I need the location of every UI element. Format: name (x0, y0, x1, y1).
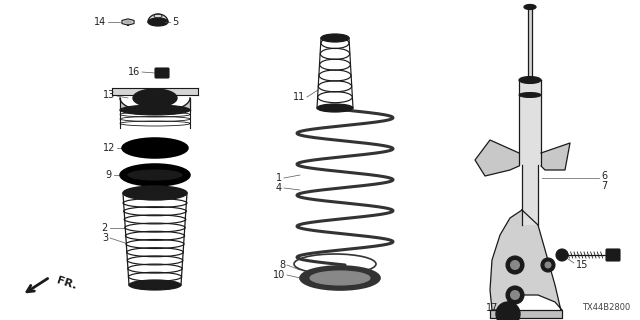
Text: 10: 10 (273, 270, 285, 280)
Circle shape (510, 260, 520, 270)
Ellipse shape (321, 34, 349, 42)
Ellipse shape (524, 4, 536, 10)
Circle shape (496, 302, 520, 320)
Polygon shape (541, 143, 570, 170)
Polygon shape (475, 140, 519, 176)
Polygon shape (148, 14, 168, 22)
Text: 14: 14 (93, 17, 106, 27)
Ellipse shape (128, 170, 182, 180)
Text: TX44B2800: TX44B2800 (582, 303, 630, 312)
Ellipse shape (317, 104, 353, 112)
FancyBboxPatch shape (155, 68, 169, 78)
Text: 1: 1 (276, 173, 282, 183)
Polygon shape (528, 5, 532, 80)
Ellipse shape (300, 266, 380, 290)
Text: 11: 11 (292, 92, 305, 102)
Polygon shape (124, 20, 132, 24)
Text: 7: 7 (601, 181, 607, 191)
Circle shape (541, 258, 555, 272)
Text: 5: 5 (172, 17, 179, 27)
Text: 9: 9 (106, 170, 112, 180)
Ellipse shape (129, 280, 181, 290)
Ellipse shape (148, 18, 168, 26)
Text: 6: 6 (601, 171, 607, 181)
Text: 15: 15 (576, 260, 588, 270)
Text: 13: 13 (103, 90, 115, 100)
Polygon shape (522, 165, 538, 225)
Polygon shape (490, 310, 562, 318)
Ellipse shape (123, 186, 187, 200)
Circle shape (506, 256, 524, 274)
Circle shape (556, 249, 568, 261)
Circle shape (502, 308, 514, 320)
Circle shape (545, 261, 552, 268)
Polygon shape (519, 80, 541, 165)
Ellipse shape (122, 138, 188, 158)
Circle shape (506, 286, 524, 304)
Polygon shape (120, 98, 190, 112)
Polygon shape (122, 19, 134, 25)
Text: FR.: FR. (55, 275, 77, 291)
Ellipse shape (120, 164, 190, 186)
Ellipse shape (143, 93, 167, 103)
FancyBboxPatch shape (606, 249, 620, 261)
Text: 3: 3 (102, 233, 108, 243)
Polygon shape (490, 210, 562, 315)
Text: 17: 17 (486, 303, 498, 313)
Text: 12: 12 (102, 143, 115, 153)
Text: 2: 2 (102, 223, 108, 233)
Ellipse shape (120, 105, 190, 115)
Ellipse shape (519, 76, 541, 84)
Ellipse shape (310, 271, 370, 285)
Text: 16: 16 (128, 67, 140, 77)
Circle shape (559, 252, 565, 258)
Ellipse shape (133, 89, 177, 107)
Circle shape (510, 290, 520, 300)
Text: 4: 4 (276, 183, 282, 193)
Text: 8: 8 (279, 260, 285, 270)
Ellipse shape (519, 92, 541, 98)
Polygon shape (112, 88, 198, 95)
Ellipse shape (145, 145, 166, 151)
Ellipse shape (145, 172, 166, 178)
